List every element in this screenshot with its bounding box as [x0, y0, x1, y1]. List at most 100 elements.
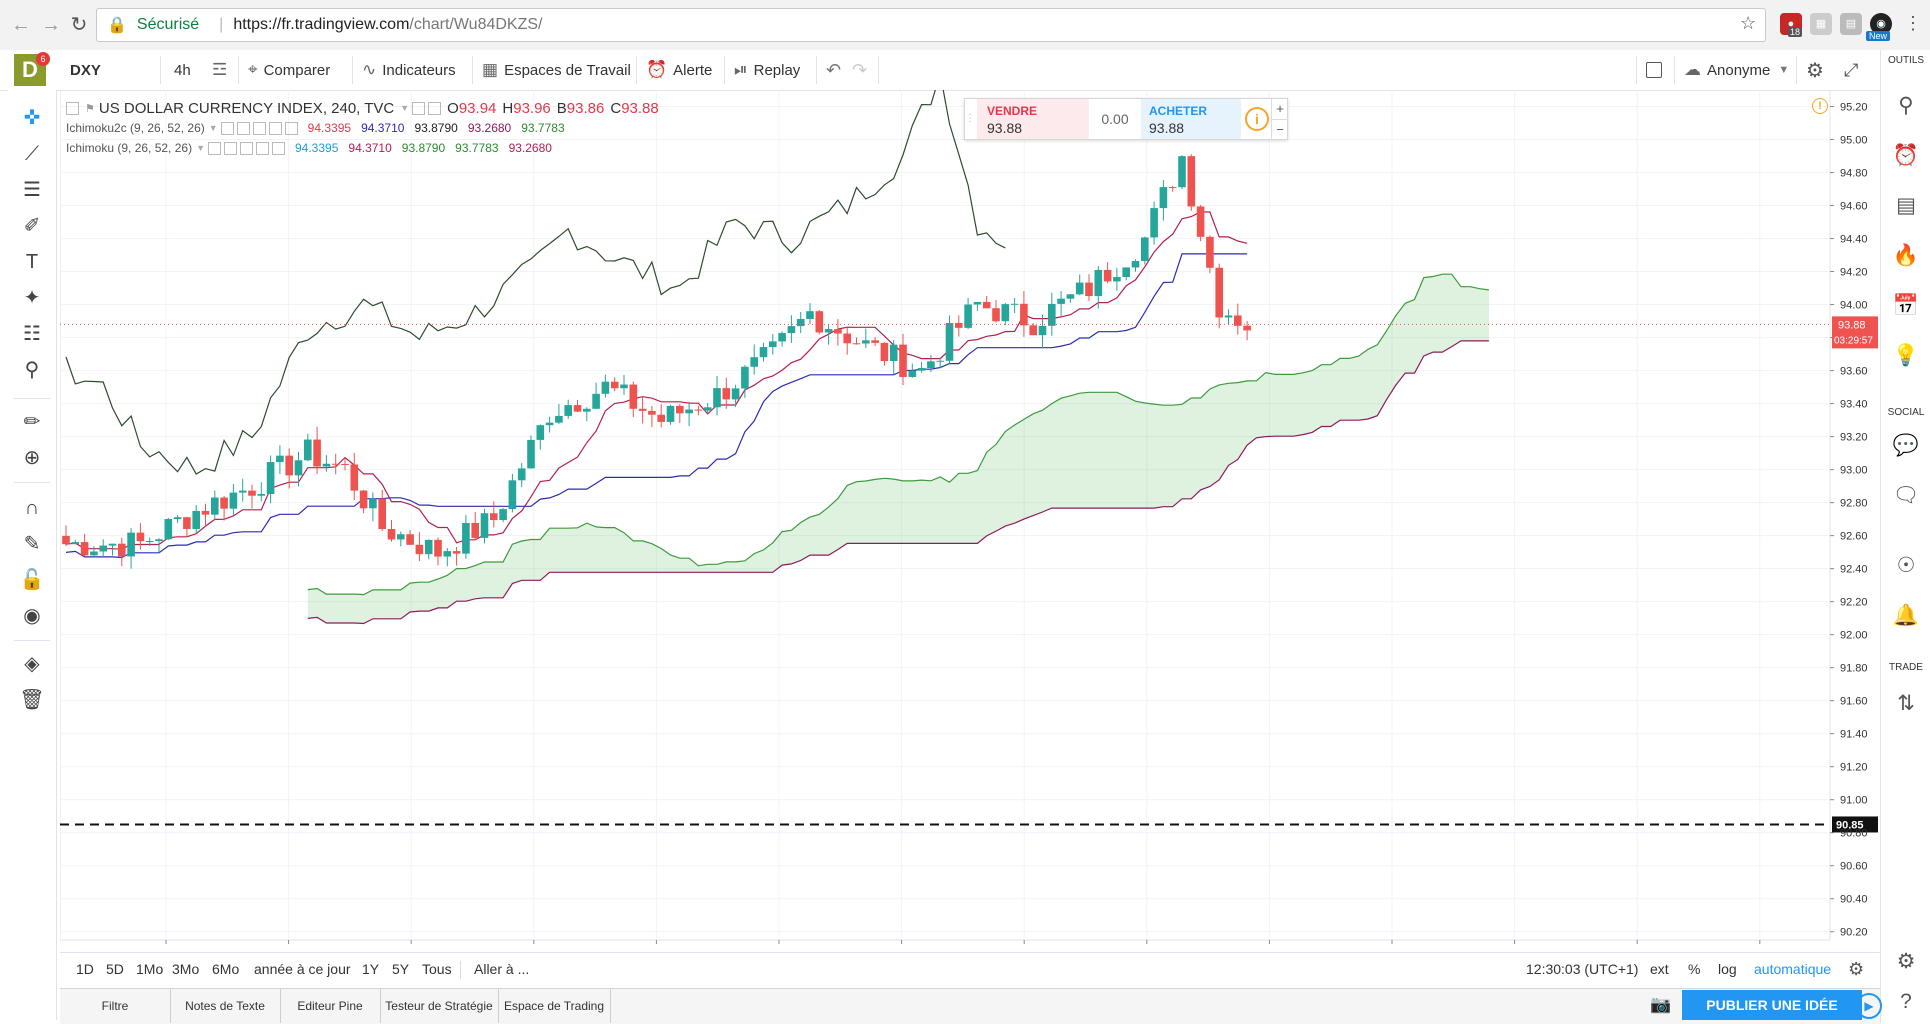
log-scale-toggle[interactable]: log: [1718, 961, 1737, 977]
buy-button[interactable]: ACHETER 93.88: [1141, 99, 1241, 139]
extended-hours-toggle[interactable]: ext: [1650, 961, 1669, 977]
trading-panel-icon[interactable]: ⇅: [1897, 692, 1915, 715]
camera-icon[interactable]: 📷: [1650, 995, 1672, 1014]
ideas-bulb-icon[interactable]: 💡: [1892, 344, 1920, 367]
trend-line-icon[interactable]: ⟋: [25, 143, 39, 165]
series-settings-icon[interactable]: [428, 101, 442, 115]
prediction-tool-icon[interactable]: ☷: [23, 323, 41, 345]
stay-drawing-icon[interactable]: ✎: [23, 533, 41, 555]
notifications-bell-icon[interactable]: 🔔: [1892, 604, 1920, 627]
browser-menu-icon[interactable]: ⋮: [1904, 13, 1922, 33]
brush-icon[interactable]: ✐: [23, 215, 41, 237]
indicator-settings-icon[interactable]: [224, 141, 237, 155]
undo-icon[interactable]: ↶: [826, 59, 842, 80]
range-5y[interactable]: 5Y: [392, 961, 410, 977]
indicator-legend-1[interactable]: Ichimoku2c (9, 26, 52, 26) ▼ 94.3395 94.…: [66, 118, 659, 138]
crosshair-icon[interactable]: ✜: [23, 107, 41, 129]
reload-icon[interactable]: ↻: [70, 14, 88, 36]
streams-broadcast-icon[interactable]: ☉: [1896, 554, 1916, 577]
magnet-icon[interactable]: ∩: [24, 497, 40, 519]
calendar-icon[interactable]: 📅: [1892, 294, 1920, 317]
hide-series-icon[interactable]: [412, 101, 426, 115]
address-bar[interactable]: 🔒 Sécurisé | https://fr.tradingview.com /…: [96, 8, 1766, 42]
tab-text-notes[interactable]: Notes de Texte: [170, 989, 281, 1023]
chat-icon[interactable]: 💬: [1892, 434, 1920, 457]
compare-button[interactable]: ⌖ Comparer: [248, 50, 330, 90]
extension-pdf-icon[interactable]: ▦: [1810, 13, 1832, 35]
extension-profile-icon[interactable]: ◉: [1870, 13, 1892, 35]
play-icon[interactable]: ▶: [1856, 993, 1882, 1019]
eye-icon[interactable]: ◉: [23, 605, 41, 627]
publish-idea-button[interactable]: PUBLIER UNE IDÉE: [1682, 990, 1862, 1020]
extension-save-icon[interactable]: ▤: [1840, 13, 1862, 35]
collapse-legend-icon[interactable]: [66, 101, 79, 115]
interval-button[interactable]: 4h: [174, 61, 191, 79]
range-6mo[interactable]: 6Mo: [212, 961, 240, 977]
back-icon[interactable]: ←: [11, 14, 31, 36]
settings-gear-icon[interactable]: ⚙: [1806, 59, 1824, 82]
indicator-legend-2[interactable]: Ichimoku (9, 26, 52, 26) ▼ 94.3395 94.37…: [66, 138, 659, 158]
hotlist-fire-icon[interactable]: 🔥: [1892, 244, 1920, 267]
zoom-in-icon[interactable]: ⊕: [23, 447, 41, 469]
sell-button[interactable]: VENDRE 93.88: [977, 99, 1089, 139]
tab-filter[interactable]: Filtre: [60, 989, 171, 1023]
indicator-settings-icon[interactable]: [236, 121, 250, 135]
range-1d[interactable]: 1D: [76, 961, 94, 977]
fib-tool-icon[interactable]: ☰: [23, 179, 41, 201]
replay-button[interactable]: ⏯ Replay: [734, 50, 800, 90]
bookmark-star-icon[interactable]: ☆: [1740, 13, 1757, 33]
fullscreen-toggle[interactable]: [1646, 50, 1662, 90]
tab-pine-editor[interactable]: Editeur Pine: [280, 989, 381, 1023]
help-icon[interactable]: ?: [1900, 990, 1912, 1013]
workspace-button[interactable]: ▦ Espaces de Travail: [482, 50, 631, 90]
expand-icon[interactable]: ⤢: [1844, 59, 1859, 80]
pattern-tool-icon[interactable]: ✦: [23, 287, 41, 309]
range-ytd[interactable]: année à ce jour: [254, 961, 351, 977]
zoom-search-icon[interactable]: ⚲: [24, 359, 40, 381]
range-3mo[interactable]: 3Mo: [172, 961, 200, 977]
goto-date-button[interactable]: Aller à ...: [474, 961, 530, 977]
auto-scale-toggle[interactable]: automatique: [1754, 961, 1832, 977]
symbol-search[interactable]: DXY: [70, 61, 101, 79]
settings-cog-icon[interactable]: ⚙: [1896, 950, 1916, 973]
chart-properties-gear-icon[interactable]: ⚙: [1848, 959, 1865, 979]
trash-icon[interactable]: 🗑: [19, 689, 45, 711]
watchlist-search-icon[interactable]: ⚲: [1898, 94, 1914, 117]
alert-button[interactable]: ⏰ Alerte: [646, 50, 712, 90]
warning-icon[interactable]: !: [1812, 98, 1828, 114]
quantity-minus-button[interactable]: −: [1271, 119, 1288, 140]
indicators-button[interactable]: ∿ Indicateurs: [362, 50, 456, 90]
account-menu[interactable]: ☁ Anonyme ▼: [1684, 50, 1789, 90]
private-chat-icon[interactable]: 🗨: [1892, 484, 1920, 507]
clock-display[interactable]: 12:30:03 (UTC+1): [1526, 961, 1639, 977]
forward-icon[interactable]: →: [41, 14, 61, 36]
ruler-icon[interactable]: ✏: [23, 411, 41, 433]
tab-trading-panel[interactable]: Espace de Trading: [498, 989, 611, 1023]
layers-icon[interactable]: ◈: [24, 653, 40, 675]
range-1y[interactable]: 1Y: [362, 961, 380, 977]
range-all[interactable]: Tous: [422, 961, 452, 977]
indicator-add-icon[interactable]: [256, 141, 269, 155]
lock-drawings-icon[interactable]: 🔓: [19, 569, 45, 591]
tab-strategy-tester[interactable]: Testeur de Stratégie: [380, 989, 499, 1023]
redo-icon[interactable]: ↷: [852, 59, 868, 80]
alerts-clock-icon[interactable]: ⏰: [1892, 144, 1920, 167]
candle-body: [880, 342, 889, 362]
chart-style-button[interactable]: ☲: [212, 50, 233, 90]
indicator-source-icon[interactable]: [252, 121, 266, 135]
indicator-remove-icon[interactable]: [284, 121, 298, 135]
indicator-hide-icon[interactable]: [220, 121, 234, 135]
percent-scale-toggle[interactable]: %: [1688, 961, 1701, 977]
range-1mo[interactable]: 1Mo: [136, 961, 164, 977]
range-5d[interactable]: 5D: [106, 961, 124, 977]
indicator-hide-icon[interactable]: [208, 141, 221, 155]
indicator-add-icon[interactable]: [268, 121, 282, 135]
data-window-icon[interactable]: ▤: [1896, 194, 1916, 217]
chart-canvas[interactable]: 90.85 95.20 95.00 94.80 94.60 94.40 94.20 94.0…: [60, 90, 1880, 950]
info-icon[interactable]: i: [1245, 107, 1269, 131]
indicator-source-icon[interactable]: [240, 141, 253, 155]
indicator-remove-icon[interactable]: [272, 141, 285, 155]
quantity-plus-button[interactable]: +: [1271, 99, 1288, 119]
drag-handle-icon[interactable]: ⋮: [965, 113, 975, 124]
text-tool-icon[interactable]: T: [25, 251, 39, 273]
